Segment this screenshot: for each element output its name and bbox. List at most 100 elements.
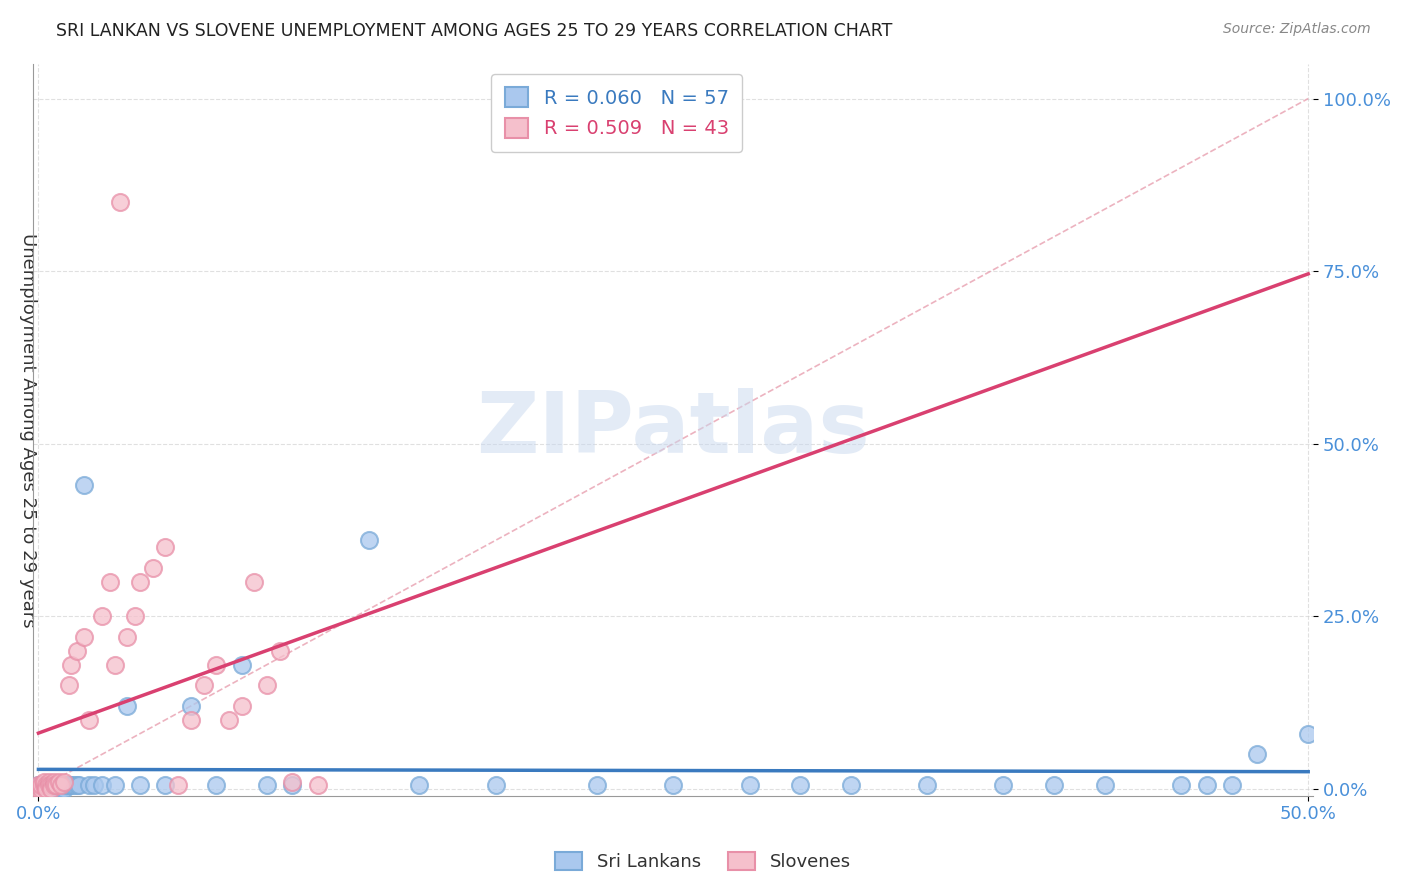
Point bbox=[142, 561, 165, 575]
Point bbox=[42, 778, 65, 792]
Point bbox=[307, 778, 329, 792]
Point bbox=[586, 778, 609, 792]
Point bbox=[52, 778, 75, 792]
Point bbox=[30, 778, 52, 792]
Point bbox=[45, 778, 67, 792]
Point bbox=[30, 778, 52, 792]
Point bbox=[108, 195, 131, 210]
Point bbox=[48, 775, 70, 789]
Point bbox=[73, 630, 96, 644]
Point bbox=[32, 775, 55, 789]
Point bbox=[52, 775, 75, 789]
Point bbox=[58, 678, 80, 692]
Point bbox=[39, 778, 62, 792]
Point bbox=[1043, 778, 1066, 792]
Point bbox=[180, 713, 202, 727]
Text: Source: ZipAtlas.com: Source: ZipAtlas.com bbox=[1223, 22, 1371, 37]
Point bbox=[1094, 778, 1116, 792]
Point bbox=[55, 778, 77, 792]
Point bbox=[256, 778, 278, 792]
Point bbox=[27, 781, 49, 796]
Legend: Sri Lankans, Slovenes: Sri Lankans, Slovenes bbox=[548, 845, 858, 879]
Point bbox=[1170, 778, 1192, 792]
Point bbox=[193, 678, 215, 692]
Point bbox=[129, 778, 152, 792]
Point bbox=[1246, 747, 1268, 762]
Point bbox=[98, 574, 121, 589]
Point bbox=[27, 778, 49, 792]
Point bbox=[48, 781, 70, 796]
Point bbox=[38, 778, 60, 792]
Point bbox=[256, 678, 278, 692]
Point bbox=[39, 778, 62, 792]
Point bbox=[42, 775, 65, 789]
Point bbox=[180, 699, 202, 714]
Point bbox=[58, 778, 80, 792]
Point bbox=[155, 541, 177, 555]
Point bbox=[1220, 778, 1243, 792]
Point bbox=[231, 657, 253, 672]
Legend: R = 0.060   N = 57, R = 0.509   N = 43: R = 0.060 N = 57, R = 0.509 N = 43 bbox=[491, 74, 742, 152]
Point bbox=[738, 778, 761, 792]
Point bbox=[51, 778, 73, 792]
Point bbox=[484, 778, 506, 792]
Point bbox=[231, 699, 253, 714]
Point bbox=[35, 781, 58, 796]
Point bbox=[839, 778, 862, 792]
Point bbox=[60, 778, 83, 792]
Point bbox=[35, 778, 58, 792]
Point bbox=[45, 778, 67, 792]
Point bbox=[30, 781, 52, 796]
Point bbox=[155, 778, 177, 792]
Point bbox=[993, 778, 1015, 792]
Point bbox=[77, 713, 100, 727]
Point bbox=[73, 478, 96, 492]
Point bbox=[32, 778, 55, 792]
Point bbox=[117, 699, 139, 714]
Point bbox=[63, 778, 86, 792]
Point bbox=[104, 657, 127, 672]
Point bbox=[51, 781, 73, 796]
Point bbox=[124, 609, 146, 624]
Point bbox=[129, 574, 152, 589]
Point bbox=[243, 574, 266, 589]
Point bbox=[52, 781, 75, 796]
Point bbox=[60, 657, 83, 672]
Point bbox=[104, 778, 127, 792]
Point bbox=[67, 778, 90, 792]
Point bbox=[281, 778, 304, 792]
Point bbox=[167, 778, 190, 792]
Point bbox=[65, 778, 87, 792]
Point bbox=[1296, 726, 1319, 740]
Point bbox=[32, 778, 55, 792]
Point bbox=[45, 781, 67, 796]
Point bbox=[42, 781, 65, 796]
Point bbox=[90, 778, 112, 792]
Point bbox=[35, 778, 58, 792]
Text: SRI LANKAN VS SLOVENE UNEMPLOYMENT AMONG AGES 25 TO 29 YEARS CORRELATION CHART: SRI LANKAN VS SLOVENE UNEMPLOYMENT AMONG… bbox=[56, 22, 893, 40]
Text: ZIPatlas: ZIPatlas bbox=[477, 388, 870, 471]
Point bbox=[1195, 778, 1218, 792]
Point bbox=[27, 778, 49, 792]
Point bbox=[65, 644, 87, 658]
Point bbox=[205, 778, 228, 792]
Point bbox=[48, 778, 70, 792]
Point bbox=[32, 778, 55, 792]
Point bbox=[51, 778, 73, 792]
Point bbox=[357, 533, 380, 548]
Point bbox=[90, 609, 112, 624]
Point bbox=[38, 778, 60, 792]
Point bbox=[662, 778, 685, 792]
Point bbox=[789, 778, 811, 792]
Point bbox=[917, 778, 939, 792]
Point bbox=[205, 657, 228, 672]
Point bbox=[38, 778, 60, 792]
Point bbox=[30, 778, 52, 792]
Point bbox=[39, 781, 62, 796]
Point bbox=[77, 778, 100, 792]
Point bbox=[218, 713, 240, 727]
Point bbox=[39, 781, 62, 796]
Point bbox=[35, 781, 58, 796]
Point bbox=[117, 630, 139, 644]
Point bbox=[408, 778, 430, 792]
